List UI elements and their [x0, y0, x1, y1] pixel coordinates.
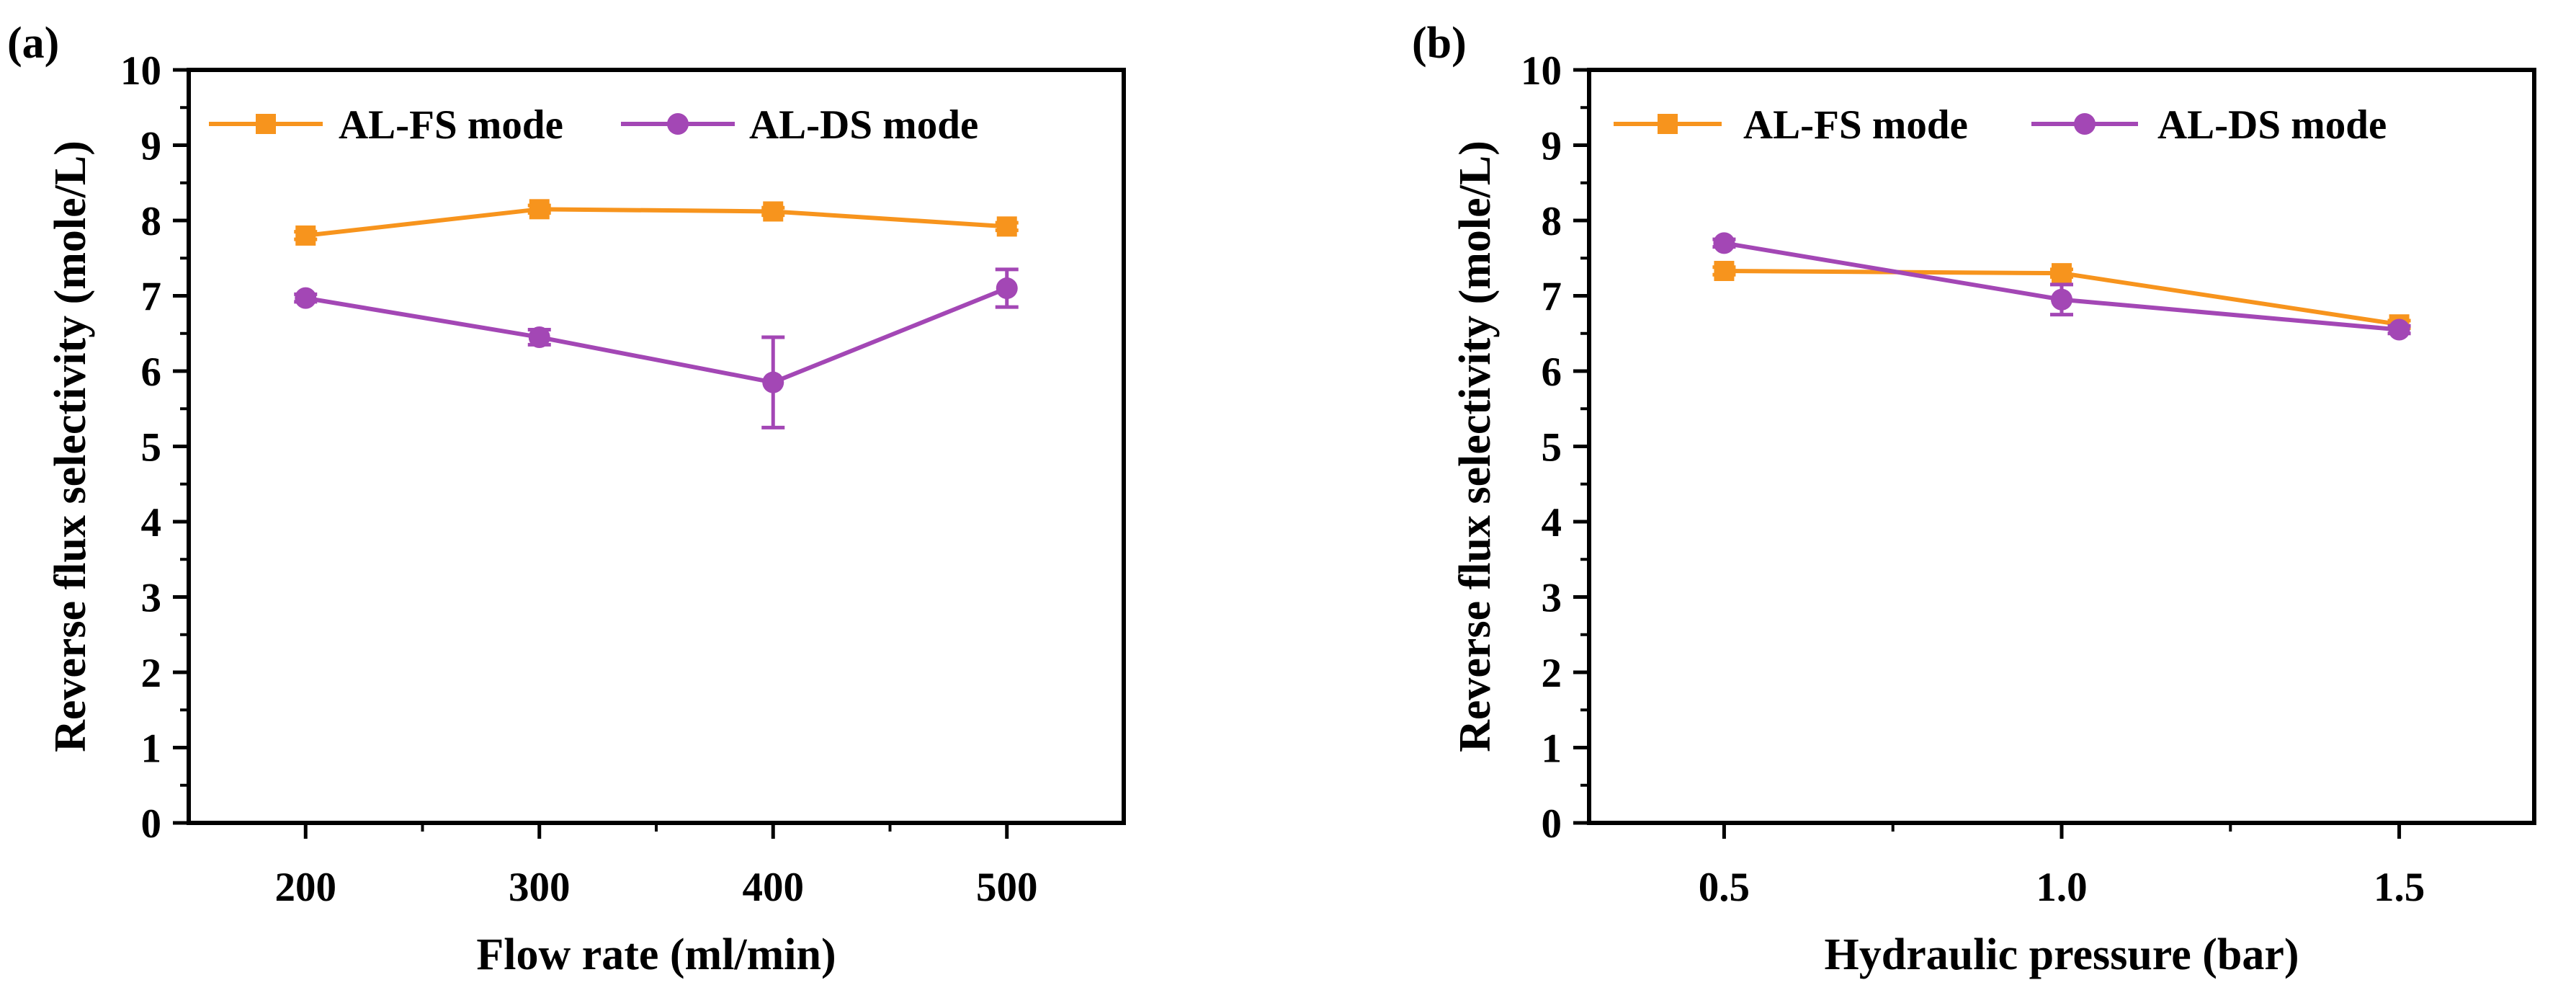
data-point-circle: [2051, 288, 2072, 311]
y-tick-label: 7: [141, 275, 162, 320]
y-tick-label: 0: [141, 801, 162, 847]
y-tick-label: 7: [1542, 275, 1562, 320]
y-tick-label: 4: [1542, 500, 1562, 545]
legend-marker-circle: [667, 113, 689, 135]
x-tick-label: 1.0: [2036, 865, 2087, 910]
legend-marker-circle: [2074, 113, 2096, 135]
plot-frame: [187, 68, 1126, 825]
x-tick-label: 0.5: [1699, 865, 1750, 910]
y-tick-label: 2: [1542, 651, 1562, 696]
y-tick-label: 6: [1542, 349, 1562, 395]
series-line-al-ds: [305, 286, 1008, 385]
y-tick-label: 1: [141, 726, 162, 772]
x-tick-label: 200: [275, 865, 337, 910]
panel-label: (a): [7, 19, 59, 68]
legend-label: AL-FS mode: [339, 102, 563, 148]
x-axis-title: Flow rate (ml/min): [476, 930, 836, 979]
x-axis-title: Hydraulic pressure (bar): [1824, 930, 2299, 979]
y-tick-label: 3: [141, 576, 162, 621]
y-axis-title: Reverse flux selectivity (mole/L): [1451, 141, 1500, 752]
data-point-square: [529, 199, 550, 220]
y-tick-label: 1: [1542, 726, 1562, 772]
data-point-circle: [762, 371, 784, 393]
y-tick-label: 5: [141, 425, 162, 471]
y-tick-label: 3: [1542, 576, 1562, 621]
y-tick-label: 5: [1542, 425, 1562, 471]
y-tick-label: 0: [1542, 801, 1562, 847]
x-tick-label: 500: [976, 865, 1038, 910]
y-tick-label: 8: [141, 199, 162, 244]
data-point-square: [2052, 263, 2072, 284]
legend-marker-square: [1658, 114, 1678, 134]
y-axis-title: Reverse flux selectivity (mole/L): [46, 141, 95, 752]
x-tick-label: 300: [509, 865, 571, 910]
panel-b-chart: (b) 0 1 2 3 4 5 6 7 8 9 10 0.5 1.0 1.5 Hydraulic pressu…: [1412, 19, 2536, 979]
data-point-square: [763, 201, 784, 222]
legend-label: AL-FS mode: [1743, 102, 1968, 148]
data-point-square: [295, 225, 316, 246]
y-tick-label: 8: [1542, 199, 1562, 244]
legend-marker-square: [256, 114, 276, 134]
data-point-circle: [1713, 232, 1735, 254]
y-tick-label: 10: [1521, 48, 1562, 94]
legend-label: AL-DS mode: [749, 102, 978, 148]
legend-label: AL-DS mode: [2157, 102, 2387, 148]
data-point-circle: [528, 326, 550, 348]
x-tick-label: 400: [743, 865, 805, 910]
y-tick-label: 9: [1542, 124, 1562, 169]
series-line-al-fs: [305, 207, 1007, 238]
plot-frame: [1587, 68, 2536, 825]
y-tick-label: 10: [120, 48, 161, 94]
data-point-square: [996, 216, 1017, 237]
data-point-circle: [2388, 318, 2410, 341]
y-tick-label: 6: [141, 349, 162, 395]
x-tick-label: 1.5: [2374, 865, 2425, 910]
y-tick-label: 4: [141, 500, 162, 545]
y-tick-label: 2: [141, 651, 162, 696]
data-point-circle: [295, 287, 317, 309]
data-point-circle: [996, 277, 1018, 300]
y-tick-label: 9: [141, 124, 162, 169]
panel-label: (b): [1412, 19, 1467, 68]
data-point-square: [1714, 261, 1735, 282]
panel-a-chart: (a) 0 1 2 3 4 5 6 7 8 9 10 200 300 400 500 Flow rate (ml…: [7, 19, 1126, 979]
